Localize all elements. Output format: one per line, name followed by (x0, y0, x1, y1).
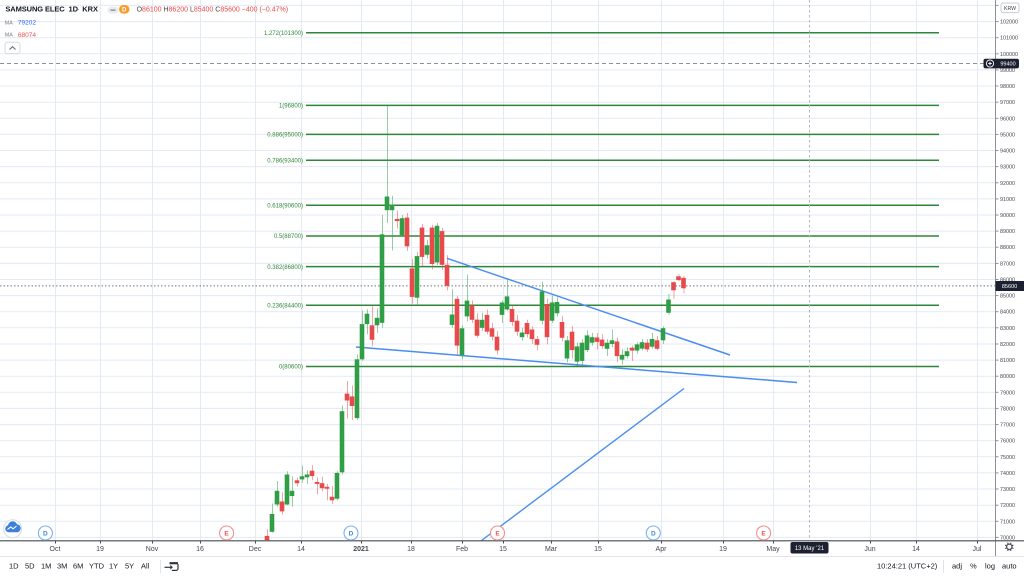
svg-text:1(96800): 1(96800) (279, 104, 303, 110)
svg-text:71000: 71000 (1000, 519, 1015, 525)
svg-text:19: 19 (719, 546, 727, 553)
svg-text:O86100 H86200 L85400 C85600 −4: O86100 H86200 L85400 C85600 −400 (−0.47%… (137, 7, 288, 14)
svg-text:19: 19 (96, 546, 104, 553)
svg-text:0.886(95000): 0.886(95000) (267, 133, 303, 139)
svg-text:89000: 89000 (1000, 229, 1015, 235)
svg-text:72000: 72000 (1000, 503, 1015, 509)
svg-text:94000: 94000 (1000, 149, 1015, 155)
svg-text:101000: 101000 (1000, 36, 1018, 42)
svg-text:93000: 93000 (1000, 165, 1015, 171)
svg-text:MA: MA (5, 20, 13, 26)
svg-text:D: D (122, 8, 127, 14)
svg-text:E: E (224, 531, 229, 538)
svg-text:0.382(86800): 0.382(86800) (267, 265, 303, 271)
svg-text:1D: 1D (69, 5, 79, 14)
svg-text:0(80600): 0(80600) (279, 365, 303, 371)
svg-text:MA: MA (5, 33, 13, 39)
svg-text:85000: 85000 (1000, 294, 1015, 300)
svg-text:adj: adj (952, 562, 962, 571)
svg-text:10:24:21 (UTC+2): 10:24:21 (UTC+2) (877, 562, 938, 571)
svg-text:14: 14 (912, 546, 920, 553)
svg-text:1.272(101300): 1.272(101300) (264, 31, 303, 37)
svg-text:15: 15 (499, 546, 507, 553)
svg-text:Jul: Jul (973, 546, 982, 553)
svg-text:Jun: Jun (864, 546, 875, 553)
svg-text:Mar: Mar (545, 546, 558, 553)
svg-text:5D: 5D (25, 562, 35, 571)
svg-text:102000: 102000 (1000, 20, 1018, 26)
svg-text:SAMSUNG ELEC: SAMSUNG ELEC (5, 5, 65, 14)
svg-text:Dec: Dec (249, 546, 262, 553)
svg-text:75000: 75000 (1000, 455, 1015, 461)
svg-text:KRW: KRW (1004, 6, 1016, 12)
svg-text:100000: 100000 (1000, 52, 1018, 58)
svg-text:73000: 73000 (1000, 487, 1015, 493)
svg-text:Feb: Feb (456, 546, 468, 553)
svg-text:E: E (495, 531, 500, 538)
svg-text:5Y: 5Y (125, 562, 134, 571)
svg-text:70000: 70000 (1000, 535, 1015, 541)
svg-text:85600: 85600 (1002, 284, 1017, 290)
svg-text:92000: 92000 (1000, 181, 1015, 187)
svg-text:83000: 83000 (1000, 326, 1015, 332)
svg-text:80000: 80000 (1000, 374, 1015, 380)
svg-text:YTD: YTD (89, 562, 105, 571)
svg-text:74000: 74000 (1000, 471, 1015, 477)
svg-text:15: 15 (594, 546, 602, 553)
svg-text:0.786(93400): 0.786(93400) (267, 158, 303, 164)
svg-text:0.618(90600): 0.618(90600) (267, 204, 303, 210)
svg-text:D: D (349, 531, 354, 538)
svg-text:0.236(84400): 0.236(84400) (267, 304, 303, 310)
svg-text:86000: 86000 (1000, 278, 1015, 284)
svg-text:0.5(88700): 0.5(88700) (274, 234, 303, 240)
svg-text:D: D (651, 531, 656, 538)
svg-text:68074: 68074 (18, 32, 36, 39)
svg-text:%: % (970, 562, 977, 571)
svg-text:E: E (761, 531, 766, 538)
svg-text:1Y: 1Y (109, 562, 118, 571)
svg-text:16: 16 (196, 546, 204, 553)
svg-text:log: log (985, 562, 995, 571)
svg-text:KRX: KRX (82, 5, 98, 14)
svg-text:18: 18 (407, 546, 415, 553)
svg-text:81000: 81000 (1000, 358, 1015, 364)
svg-text:84000: 84000 (1000, 310, 1015, 316)
svg-text:Nov: Nov (146, 546, 159, 553)
svg-text:auto: auto (1002, 562, 1017, 571)
svg-text:14: 14 (297, 546, 305, 553)
svg-text:87000: 87000 (1000, 261, 1015, 267)
svg-text:13 May ’21: 13 May ’21 (795, 546, 825, 552)
svg-text:90000: 90000 (1000, 213, 1015, 219)
svg-text:1M: 1M (41, 562, 51, 571)
svg-text:Oct: Oct (50, 546, 61, 553)
svg-text:76000: 76000 (1000, 439, 1015, 445)
svg-text:2021: 2021 (353, 546, 369, 553)
svg-text:D: D (43, 531, 48, 538)
svg-text:99400: 99400 (1000, 62, 1015, 68)
svg-text:98000: 98000 (1000, 84, 1015, 90)
svg-text:1D: 1D (9, 562, 19, 571)
svg-text:97000: 97000 (1000, 100, 1015, 106)
svg-text:88000: 88000 (1000, 245, 1015, 251)
svg-text:99000: 99000 (1000, 68, 1015, 74)
svg-text:96000: 96000 (1000, 116, 1015, 122)
svg-text:82000: 82000 (1000, 342, 1015, 348)
svg-text:78000: 78000 (1000, 406, 1015, 412)
svg-text:91000: 91000 (1000, 197, 1015, 203)
svg-text:Apr: Apr (656, 546, 668, 553)
svg-text:May: May (766, 546, 780, 553)
svg-text:77000: 77000 (1000, 423, 1015, 429)
svg-text:3M: 3M (57, 562, 67, 571)
svg-text:79000: 79000 (1000, 390, 1015, 396)
svg-text:95000: 95000 (1000, 132, 1015, 138)
svg-text:·: · (78, 7, 80, 14)
svg-text:6M: 6M (73, 562, 83, 571)
svg-text:All: All (141, 562, 150, 571)
svg-text:·: · (63, 7, 65, 14)
svg-text:79202: 79202 (18, 20, 36, 27)
